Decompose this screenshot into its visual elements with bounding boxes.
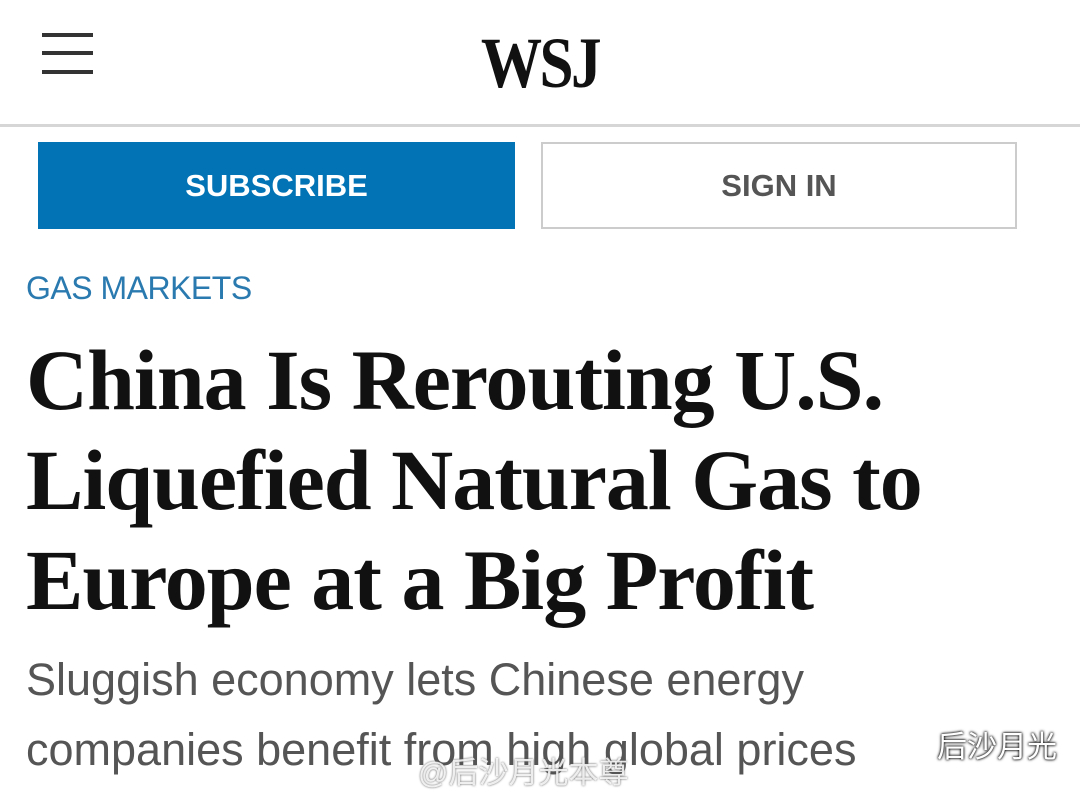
logo[interactable]: WSJ [480,23,602,103]
menu-icon-bar[interactable] [42,70,93,74]
wechat-watermark: 后沙月光 [895,722,1057,766]
weibo-watermark: @后沙月光本尊 [418,757,629,790]
headline: Europe at a Big Profit [26,532,814,628]
menu-icon-bar[interactable] [42,51,93,55]
sign-in-button[interactable]: SIGN IN [541,142,1017,229]
subscribe-button[interactable]: SUBSCRIBE [38,142,515,229]
top-bar: WSJ [0,0,1080,127]
menu-icon-bar[interactable] [42,33,93,37]
headline: China Is Rerouting U.S. [26,332,884,428]
wechat-icon [895,729,931,758]
watermark-text: 后沙月光 [937,731,1057,764]
category-link[interactable]: GAS MARKETS [26,270,252,306]
subtitle: companies benefit from high global price… [26,724,857,775]
subtitle: Sluggish economy lets Chinese energy [26,654,804,705]
headline: Liquefied Natural Gas to [26,432,923,528]
